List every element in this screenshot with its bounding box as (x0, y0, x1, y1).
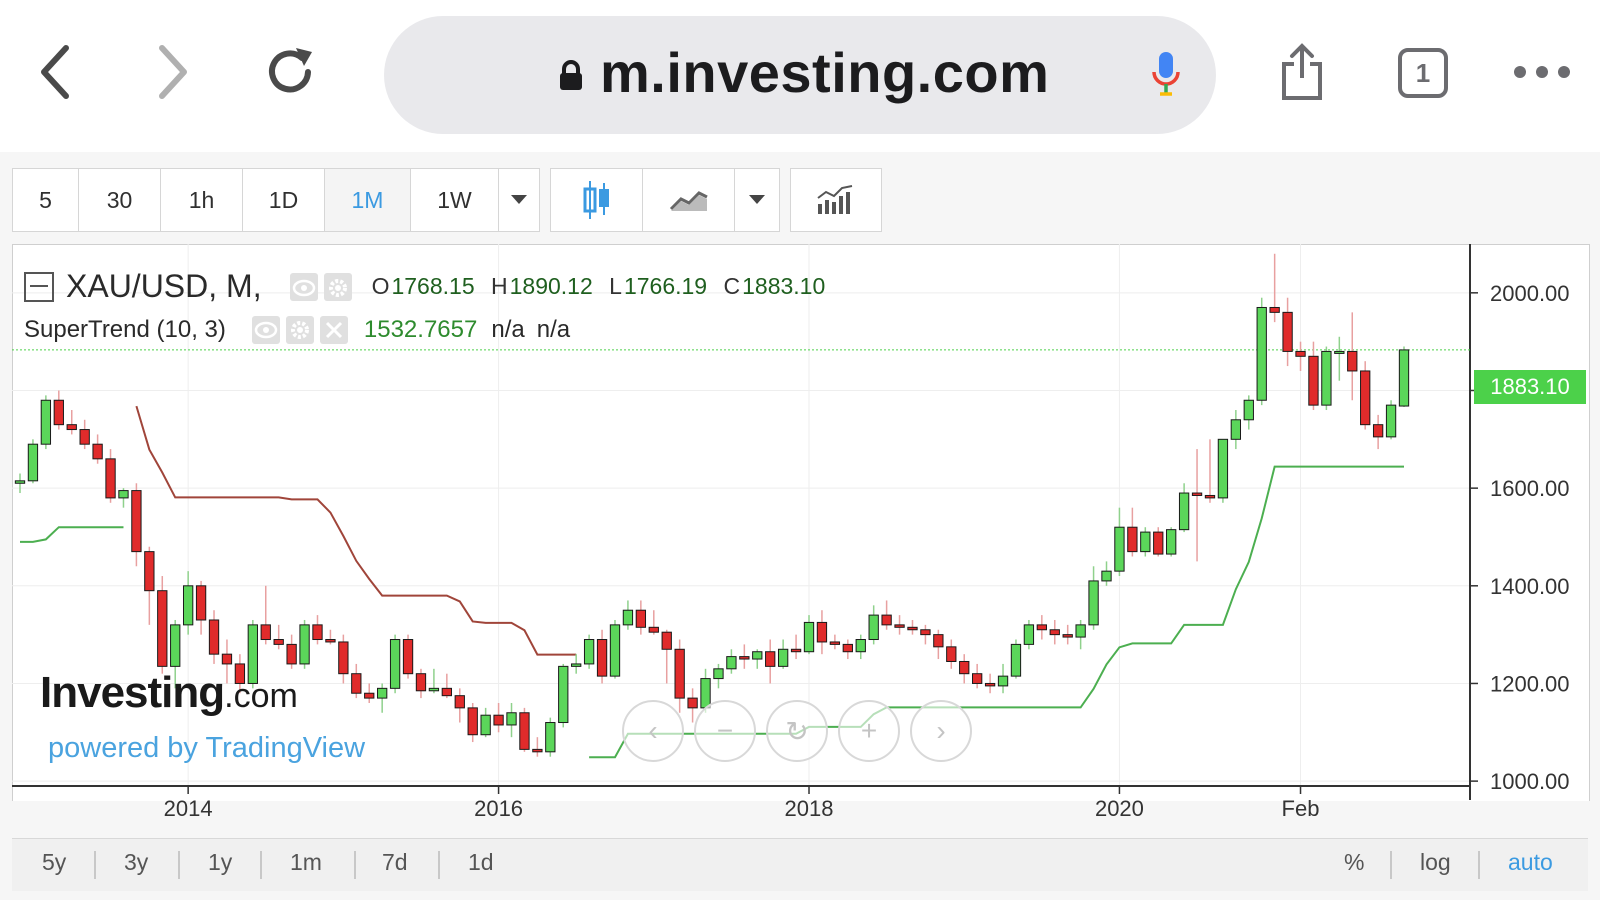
reload-icon (269, 48, 312, 93)
low-value: 1766.19 (623, 273, 708, 299)
zoom-in-button[interactable]: + (838, 700, 900, 762)
caret-down-icon (749, 195, 765, 204)
brand-suffix: .com (224, 677, 298, 715)
minus-icon: − (716, 715, 734, 746)
reset-button[interactable]: ↻ (766, 700, 828, 762)
candlestick-icon (583, 181, 609, 219)
interval-dropdown[interactable] (499, 169, 539, 231)
period-bar: 5y 3y 1y 1m 7d 1d % log auto (12, 838, 1588, 891)
eye-icon[interactable] (251, 316, 280, 344)
lock-icon (560, 60, 582, 90)
close-icon[interactable] (319, 316, 348, 344)
microphone-icon[interactable] (1150, 50, 1182, 98)
scroll-right-button[interactable]: › (910, 700, 972, 762)
reload-button[interactable] (258, 40, 322, 104)
separator (94, 851, 96, 879)
last-price-badge: 1883.10 (1474, 370, 1586, 404)
forward-button[interactable] (140, 40, 204, 104)
separator (1478, 851, 1480, 879)
auto-toggle[interactable]: auto (1508, 849, 1553, 875)
low-label: L (609, 273, 622, 299)
symbol-legend: XAU/USD, M, O1768.15 H1890.12 L1766.19 C… (24, 268, 835, 305)
more-icon[interactable] (1512, 64, 1572, 80)
candles-button[interactable] (551, 169, 643, 231)
open-label: O (371, 273, 390, 299)
zoom-out-button[interactable]: − (694, 700, 756, 762)
share-icon[interactable] (1278, 42, 1326, 102)
indicators-group (790, 168, 882, 232)
back-button[interactable] (24, 40, 88, 104)
period-1y[interactable]: 1y (208, 849, 233, 875)
investing-logo: Investing.com (40, 668, 298, 718)
separator (178, 851, 180, 879)
log-toggle[interactable]: log (1420, 849, 1451, 875)
chart-type-dropdown[interactable] (735, 169, 779, 231)
separator (354, 851, 356, 879)
indicator-na-2: n/a (536, 316, 571, 343)
browser-toolbar: m.investing.com 1 (0, 0, 1600, 153)
indicators-icon (817, 185, 853, 214)
indicator-title: SuperTrend (10, 3) (24, 316, 226, 343)
scroll-left-button[interactable]: ‹ (622, 700, 684, 762)
settings-icon[interactable] (285, 316, 314, 344)
separator (260, 851, 262, 879)
close-value: 1883.10 (742, 273, 826, 299)
period-1d[interactable]: 1d (468, 849, 494, 875)
indicators-button[interactable] (791, 169, 881, 231)
chevron-left-icon: ‹ (648, 715, 658, 746)
period-1m[interactable]: 1m (290, 849, 322, 875)
symbol-title: XAU/USD, M, (66, 268, 262, 304)
brand-name: Investing (40, 668, 225, 717)
interval-1h[interactable]: 1h (161, 169, 243, 231)
settings-icon[interactable] (323, 272, 352, 301)
caret-down-icon (511, 195, 527, 204)
chevron-right-icon: › (936, 715, 946, 746)
reset-icon: ↻ (785, 715, 809, 747)
interval-30[interactable]: 30 (79, 169, 161, 231)
interval-group: 5 30 1h 1D 1M 1W (12, 168, 540, 232)
chart-type-group (550, 168, 780, 232)
eye-icon[interactable] (289, 272, 318, 301)
tab-count-button[interactable]: 1 (1398, 48, 1448, 98)
period-7d[interactable]: 7d (382, 849, 408, 875)
interval-1d[interactable]: 1D (243, 169, 325, 231)
chevron-right-icon (159, 45, 187, 99)
line-chart-button[interactable] (643, 169, 735, 231)
close-label: C (723, 273, 741, 299)
powered-by-text[interactable]: powered by TradingView (48, 732, 366, 764)
open-value: 1768.15 (391, 273, 475, 299)
high-label: H (491, 273, 508, 299)
interval-5[interactable]: 5 (13, 169, 79, 231)
address-bar[interactable] (384, 16, 1216, 134)
indicator-na-1: n/a (491, 316, 525, 343)
interval-1m[interactable]: 1M (325, 169, 411, 231)
separator (1390, 851, 1392, 879)
area-chart-icon (669, 191, 708, 211)
indicator-legend: SuperTrend (10, 3) 1532.7657 n/a n/a (24, 316, 570, 344)
period-5y[interactable]: 5y (42, 849, 67, 875)
plus-icon: + (860, 715, 878, 746)
interval-1w[interactable]: 1W (411, 169, 499, 231)
ohlc-values: O1768.15 H1890.12 L1766.19 C1883.10 (372, 273, 836, 300)
period-3y[interactable]: 3y (124, 849, 149, 875)
url-text[interactable]: m.investing.com (600, 41, 1050, 104)
chevron-left-icon (41, 45, 69, 99)
indicator-value: 1532.7657 (363, 316, 478, 343)
collapse-icon[interactable] (24, 271, 54, 302)
high-value: 1890.12 (509, 273, 593, 299)
separator (438, 851, 440, 879)
percent-toggle[interactable]: % (1344, 849, 1365, 875)
